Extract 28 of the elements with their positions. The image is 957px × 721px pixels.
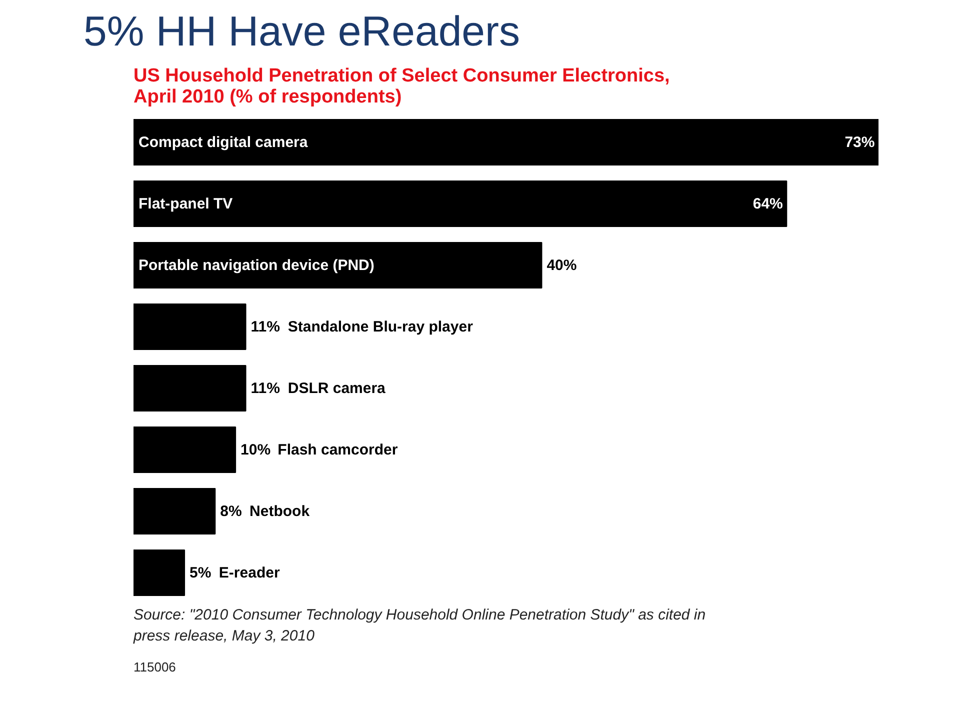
- y-tick-label: Portable navigation device (PND): [138, 256, 374, 274]
- bar: [134, 488, 216, 535]
- bar: [134, 118, 878, 166]
- y-tick-label: Flat-panel TV: [138, 195, 233, 212]
- bar: [134, 180, 788, 228]
- y-tick-label: DSLR camera: [288, 380, 386, 397]
- y-tick-label: Netbook: [250, 502, 310, 520]
- data-label: 73%: [844, 134, 875, 151]
- data-label: 5%: [190, 564, 212, 582]
- y-tick-label: Flash camcorder: [278, 441, 398, 458]
- data-label: 64%: [752, 195, 783, 212]
- y-tick-label: E-reader: [218, 564, 280, 582]
- chart-title: 5% HH Have eReaders: [84, 8, 520, 54]
- chart-subtitle: US Household Penetration of Select Consumer Electronics, April 2010 (% of respondents): [134, 66, 670, 108]
- bar: [134, 364, 246, 412]
- data-label: 11%: [250, 380, 280, 397]
- bar: [134, 549, 186, 596]
- bar: [134, 426, 236, 474]
- y-tick-label: Compact digital camera: [138, 134, 308, 151]
- bar: [134, 303, 246, 350]
- data-label: 10%: [240, 441, 271, 458]
- y-tick-label: Standalone Blu-ray player: [288, 318, 474, 336]
- data-label: 11%: [250, 318, 280, 336]
- text: 115006: [134, 660, 176, 674]
- source-note: Source: "2010 Consumer Technology Household Online Penetration Study" as cited in press release, May 3, 2010: [132, 606, 706, 644]
- data-label: 40%: [546, 256, 577, 274]
- data-label: 8%: [220, 502, 242, 520]
- bar: [134, 242, 542, 289]
